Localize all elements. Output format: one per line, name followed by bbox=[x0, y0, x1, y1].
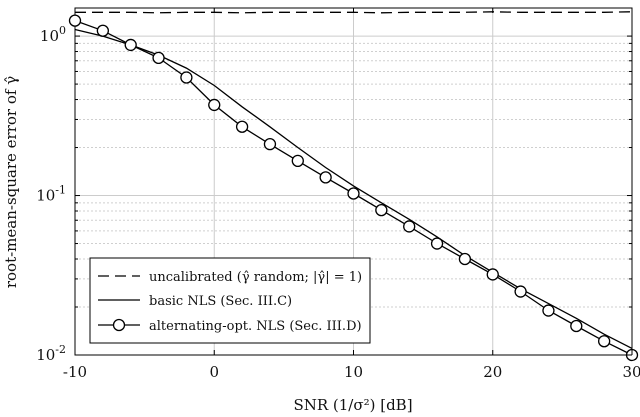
data-point-alternating bbox=[403, 220, 416, 233]
data-point-alternating bbox=[319, 171, 332, 184]
x-tick-label: 10 bbox=[344, 363, 363, 381]
data-point-alternating bbox=[458, 252, 472, 266]
y-axis-label: root-mean-square error of γ̂ bbox=[2, 76, 20, 288]
data-point-alternating bbox=[430, 237, 444, 250]
y-tick-label: 10-1 bbox=[36, 184, 66, 205]
data-point-alternating bbox=[542, 304, 555, 317]
data-point-alternating bbox=[208, 98, 221, 112]
data-point-alternating bbox=[180, 71, 193, 84]
data-point-alternating bbox=[68, 14, 82, 27]
data-point-alternating bbox=[152, 51, 165, 65]
legend-label: basic NLS (Sec. III.C) bbox=[149, 294, 292, 309]
legend: uncalibrated (γ̂ random; |γ̂| = 1) basic… bbox=[89, 257, 371, 344]
axis-ticks: -10 0 10 20 30 100 10-1 10-2 bbox=[36, 8, 640, 381]
x-tick-label: -10 bbox=[63, 363, 87, 381]
series-alternating bbox=[68, 14, 639, 362]
x-tick-label: 0 bbox=[209, 363, 219, 381]
data-point-alternating bbox=[514, 285, 527, 298]
x-tick-label: 30 bbox=[622, 363, 640, 381]
data-point-alternating bbox=[570, 319, 583, 333]
legend-entry-alternating: alternating-opt. NLS (Sec. III.D) bbox=[98, 318, 362, 334]
x-axis-label: SNR (1/σ²) [dB] bbox=[293, 396, 412, 414]
legend-circle-marker bbox=[112, 318, 126, 332]
data-point-alternating bbox=[96, 24, 109, 37]
data-point-alternating bbox=[235, 120, 249, 133]
data-point-alternating bbox=[486, 268, 499, 281]
y-tick-label: 100 bbox=[40, 24, 66, 45]
data-point-alternating bbox=[598, 335, 611, 348]
legend-entry-basic: basic NLS (Sec. III.C) bbox=[98, 294, 292, 309]
series-basic bbox=[74, 28, 633, 349]
x-tick-label: 20 bbox=[483, 363, 502, 381]
series-line-basic bbox=[74, 28, 633, 349]
data-point-alternating bbox=[347, 187, 360, 200]
legend-label: uncalibrated (γ̂ random; |γ̂| = 1) bbox=[149, 270, 362, 285]
data-point-alternating bbox=[124, 38, 137, 52]
legend-label: alternating-opt. NLS (Sec. III.D) bbox=[149, 319, 362, 334]
data-point-alternating bbox=[291, 154, 304, 168]
y-tick-label: 10-2 bbox=[36, 343, 66, 364]
data-point-alternating bbox=[375, 203, 388, 217]
series-layer bbox=[68, 11, 639, 362]
legend-entry-uncalibrated: uncalibrated (γ̂ random; |γ̂| = 1) bbox=[98, 270, 362, 285]
data-point-alternating bbox=[263, 138, 277, 151]
